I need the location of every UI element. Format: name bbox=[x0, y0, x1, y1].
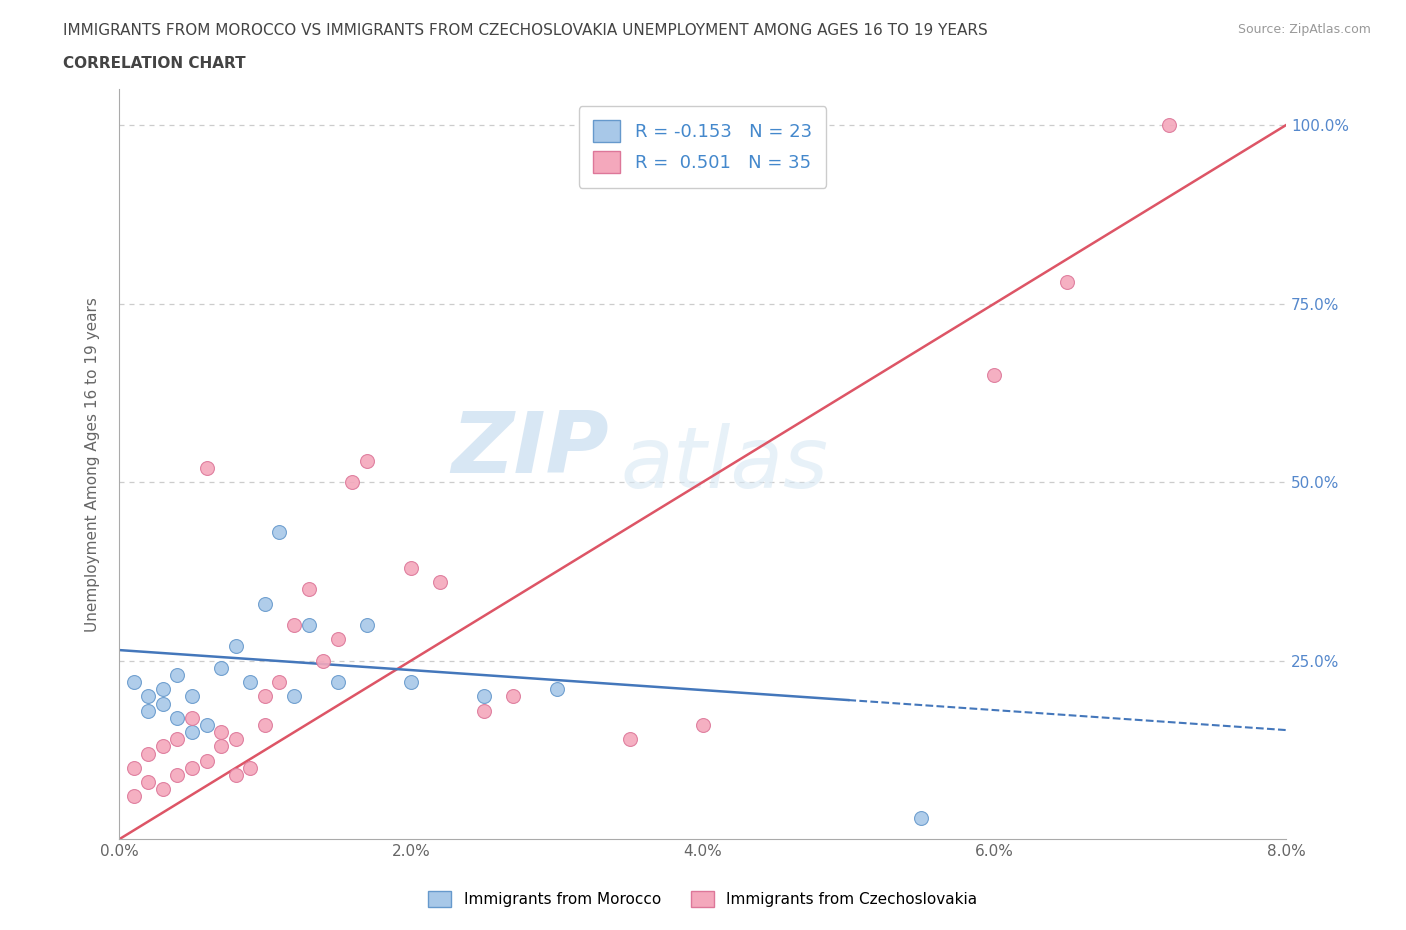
Point bbox=[166, 711, 188, 725]
Point bbox=[326, 631, 349, 646]
Point bbox=[253, 689, 276, 704]
Y-axis label: Unemployment Among Ages 16 to 19 years: Unemployment Among Ages 16 to 19 years bbox=[86, 297, 100, 631]
Point bbox=[181, 761, 204, 776]
Point bbox=[181, 689, 204, 704]
Point bbox=[253, 718, 276, 733]
Point bbox=[166, 668, 188, 683]
Point bbox=[136, 689, 159, 704]
Point bbox=[166, 732, 188, 747]
Point bbox=[152, 739, 174, 754]
Point bbox=[283, 618, 305, 632]
Point bbox=[181, 711, 204, 725]
Point bbox=[152, 782, 174, 797]
Point bbox=[209, 660, 232, 675]
Point bbox=[269, 525, 291, 539]
Point bbox=[619, 732, 641, 747]
Point bbox=[225, 732, 247, 747]
Text: IMMIGRANTS FROM MOROCCO VS IMMIGRANTS FROM CZECHOSLOVAKIA UNEMPLOYMENT AMONG AGE: IMMIGRANTS FROM MOROCCO VS IMMIGRANTS FR… bbox=[63, 23, 988, 38]
Point bbox=[356, 618, 378, 632]
Point bbox=[546, 682, 568, 697]
Point bbox=[195, 460, 218, 475]
Point bbox=[209, 724, 232, 739]
Point bbox=[195, 753, 218, 768]
Point bbox=[136, 746, 159, 761]
Point bbox=[472, 703, 495, 718]
Text: CORRELATION CHART: CORRELATION CHART bbox=[63, 56, 246, 71]
Point bbox=[225, 639, 247, 654]
Point bbox=[181, 724, 204, 739]
Point bbox=[239, 761, 262, 776]
Point bbox=[1159, 118, 1181, 133]
Point bbox=[429, 575, 451, 590]
Point bbox=[166, 767, 188, 782]
Point bbox=[136, 703, 159, 718]
Point bbox=[342, 475, 364, 490]
Point bbox=[326, 675, 349, 690]
Point bbox=[269, 675, 291, 690]
Point bbox=[399, 675, 422, 690]
Point bbox=[502, 689, 524, 704]
Point bbox=[122, 761, 145, 776]
Point bbox=[136, 775, 159, 790]
Point bbox=[239, 675, 262, 690]
Point bbox=[253, 596, 276, 611]
Point bbox=[122, 675, 145, 690]
Text: Source: ZipAtlas.com: Source: ZipAtlas.com bbox=[1237, 23, 1371, 36]
Point bbox=[356, 453, 378, 468]
Point bbox=[472, 689, 495, 704]
Point bbox=[983, 367, 1005, 382]
Point bbox=[692, 718, 714, 733]
Point bbox=[152, 697, 174, 711]
Point bbox=[152, 682, 174, 697]
Point bbox=[122, 789, 145, 804]
Point bbox=[298, 618, 321, 632]
Point bbox=[209, 739, 232, 754]
Point bbox=[195, 718, 218, 733]
Text: atlas: atlas bbox=[621, 423, 828, 506]
Legend: Immigrants from Morocco, Immigrants from Czechoslovakia: Immigrants from Morocco, Immigrants from… bbox=[422, 884, 984, 913]
Point bbox=[1056, 274, 1078, 289]
Point bbox=[399, 561, 422, 576]
Point bbox=[225, 767, 247, 782]
Point bbox=[312, 654, 335, 669]
Legend: R = -0.153   N = 23, R =  0.501   N = 35: R = -0.153 N = 23, R = 0.501 N = 35 bbox=[579, 106, 827, 188]
Point bbox=[283, 689, 305, 704]
Text: ZIP: ZIP bbox=[451, 408, 609, 491]
Point bbox=[910, 810, 932, 825]
Point bbox=[298, 582, 321, 597]
